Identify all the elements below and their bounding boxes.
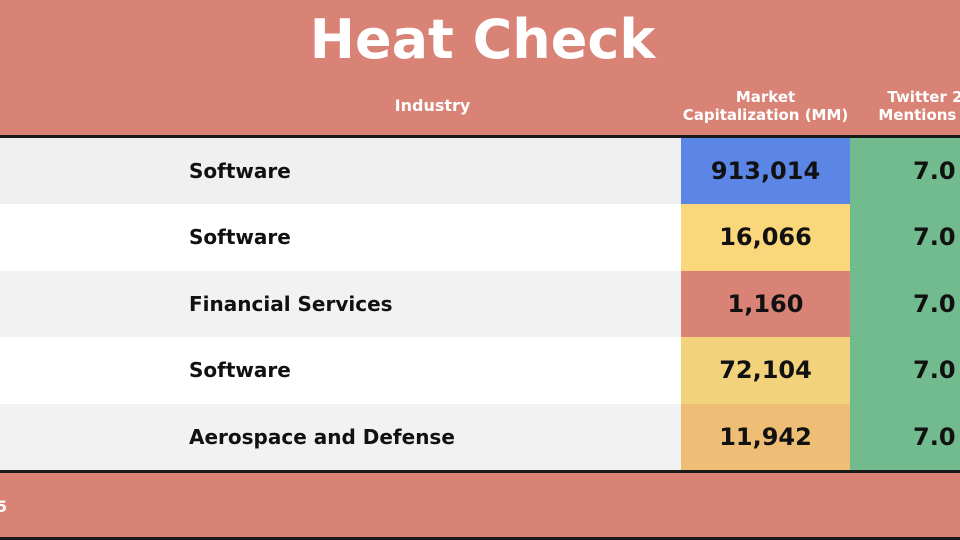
- table-body: Software 913,014 7.0 Software 16,066 7.0…: [0, 138, 960, 471]
- header-banner: Heat Check Industry Market Capitalizatio…: [0, 0, 960, 136]
- column-header-twitter[interactable]: Twitter 24h Mentions Ave: [851, 88, 960, 124]
- column-header-market-cap-line1: Market: [735, 88, 796, 106]
- twitter-mentions-value: 7.0: [913, 157, 956, 185]
- column-header-industry[interactable]: Industry: [394, 96, 471, 115]
- table-row[interactable]: Software 16,066 7.0: [0, 204, 960, 271]
- industry-cell: Aerospace and Defense: [189, 425, 455, 449]
- industry-cell: Software: [189, 225, 291, 249]
- market-cap-cell: 72,104: [681, 337, 850, 404]
- column-header-market-cap-line2: Capitalization (MM): [682, 106, 849, 124]
- table-row[interactable]: Software 913,014 7.0: [0, 138, 960, 205]
- table-row[interactable]: Aerospace and Defense 11,942 7.0: [0, 404, 960, 471]
- column-header-market-cap[interactable]: Market Capitalization (MM): [681, 88, 850, 124]
- market-cap-cell: 16,066: [681, 204, 850, 271]
- twitter-mentions-value: 7.0: [913, 223, 956, 251]
- twitter-mentions-cell: 7.0: [850, 271, 960, 338]
- table-row[interactable]: Financial Services 1,160 7.0: [0, 271, 960, 338]
- twitter-mentions-value: 7.0: [913, 423, 956, 451]
- twitter-mentions-cell: 7.0: [850, 138, 960, 205]
- market-cap-cell: 913,014: [681, 138, 850, 205]
- market-cap-cell: 11,942: [681, 404, 850, 471]
- page-number: 5: [0, 497, 8, 516]
- twitter-mentions-cell: 7.0: [850, 204, 960, 271]
- column-header-twitter-line1: Twitter 24h: [887, 88, 960, 106]
- industry-cell: Financial Services: [189, 292, 393, 316]
- twitter-mentions-value: 7.0: [913, 290, 956, 318]
- industry-cell: Software: [189, 159, 291, 183]
- page-bottom-rule: [0, 537, 960, 540]
- table-bottom-rule: [0, 470, 960, 473]
- twitter-mentions-value: 7.0: [913, 356, 956, 384]
- table-row[interactable]: Software 72,104 7.0: [0, 337, 960, 404]
- footer-banner: 5: [0, 473, 960, 540]
- twitter-mentions-cell: 7.0: [850, 337, 960, 404]
- industry-cell: Software: [189, 358, 291, 382]
- table-top-rule: [0, 135, 960, 138]
- twitter-mentions-cell: 7.0: [850, 404, 960, 471]
- page-title: Heat Check: [309, 8, 656, 71]
- column-header-twitter-line2: Mentions Ave: [878, 106, 960, 124]
- market-cap-cell: 1,160: [681, 271, 850, 338]
